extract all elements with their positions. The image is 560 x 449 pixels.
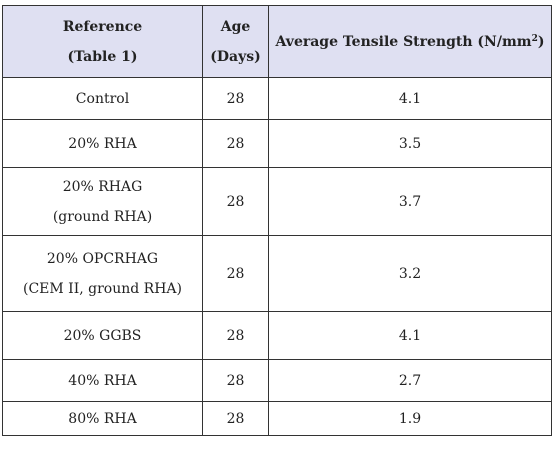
table-row: 20% RHA 28 3.5 <box>2 119 552 168</box>
cell-reference-line1: 40% RHA <box>68 372 137 389</box>
cell-strength: 3.7 <box>268 167 552 236</box>
cell-reference-line1: Control <box>75 90 130 107</box>
header-strength-close: ) <box>537 33 545 50</box>
cell-reference: 20% RHAG (ground RHA) <box>2 167 203 236</box>
cell-reference: 80% RHA <box>2 401 203 436</box>
cell-strength: 4.1 <box>268 77 552 120</box>
table-row: Control 28 4.1 <box>2 77 552 120</box>
cell-age: 28 <box>202 235 269 312</box>
cell-reference: 20% RHA <box>2 119 203 168</box>
cell-reference-line1: 20% OPCRHAG <box>46 250 159 267</box>
cell-strength: 3.5 <box>268 119 552 168</box>
cell-reference: 20% GGBS <box>2 311 203 360</box>
cell-reference-line1: 20% RHAG <box>62 178 143 195</box>
header-strength-sup: 2 <box>531 33 538 44</box>
cell-age: 28 <box>202 359 269 402</box>
table-row: 20% GGBS 28 4.1 <box>2 311 552 360</box>
cell-strength: 2.7 <box>268 359 552 402</box>
tensile-strength-table: Reference (Table 1) Age (Days) Average T… <box>2 5 552 436</box>
table-row: 40% RHA 28 2.7 <box>2 359 552 402</box>
header-age-line1: Age <box>220 18 251 35</box>
cell-age: 28 <box>202 77 269 120</box>
cell-age: 28 <box>202 167 269 236</box>
cell-age: 28 <box>202 401 269 436</box>
cell-strength: 4.1 <box>268 311 552 360</box>
cell-reference: Control <box>2 77 203 120</box>
header-reference-line2: (Table 1) <box>67 48 138 65</box>
header-reference-line1: Reference <box>62 18 143 35</box>
cell-age: 28 <box>202 311 269 360</box>
header-row: Reference (Table 1) Age (Days) Average T… <box>2 5 552 78</box>
table-row: 20% OPCRHAG (CEM II, ground RHA) 28 3.2 <box>2 235 552 312</box>
header-strength-label: Average Tensile Strength (N/mm <box>275 33 532 50</box>
cell-age: 28 <box>202 119 269 168</box>
cell-reference-line2: (ground RHA) <box>52 208 153 225</box>
cell-reference: 20% OPCRHAG (CEM II, ground RHA) <box>2 235 203 312</box>
header-age: Age (Days) <box>202 5 269 78</box>
table-row: 20% RHAG (ground RHA) 28 3.7 <box>2 167 552 236</box>
cell-strength: 3.2 <box>268 235 552 312</box>
table-row: 80% RHA 28 1.9 <box>2 401 552 436</box>
header-reference: Reference (Table 1) <box>2 5 203 78</box>
header-age-line2: (Days) <box>210 48 261 65</box>
cell-reference-line1: 20% GGBS <box>63 327 142 344</box>
header-strength: Average Tensile Strength (N/mm2) <box>268 5 552 78</box>
cell-reference-line2: (CEM II, ground RHA) <box>23 280 182 297</box>
cell-reference-line1: 20% RHA <box>68 135 137 152</box>
cell-reference: 40% RHA <box>2 359 203 402</box>
cell-strength: 1.9 <box>268 401 552 436</box>
cell-reference-line1: 80% RHA <box>68 410 137 427</box>
